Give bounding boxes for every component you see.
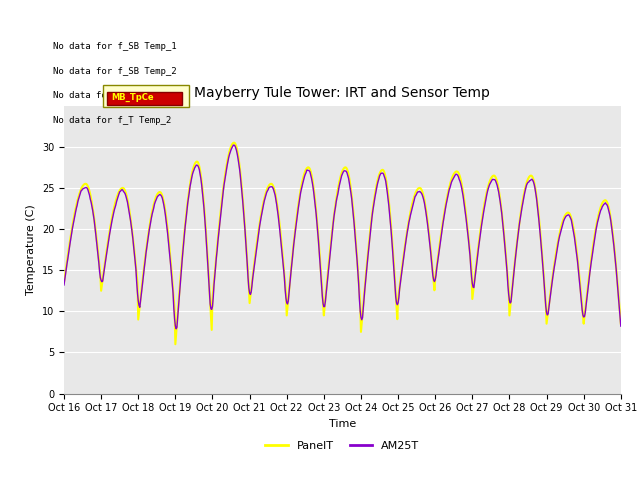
- FancyBboxPatch shape: [103, 85, 189, 107]
- Text: No data for f_T Temp_2: No data for f_T Temp_2: [53, 116, 171, 125]
- Title: Mayberry Tule Tower: IRT and Sensor Temp: Mayberry Tule Tower: IRT and Sensor Temp: [195, 86, 490, 100]
- Text: No data for f_SB Temp_2: No data for f_SB Temp_2: [53, 67, 177, 76]
- Y-axis label: Temperature (C): Temperature (C): [26, 204, 36, 295]
- Text: No data for f_T Temp_1: No data for f_T Temp_1: [53, 91, 171, 100]
- Text: No data for f_SB Temp_1: No data for f_SB Temp_1: [53, 42, 177, 51]
- Text: MB_TpCe: MB_TpCe: [111, 93, 154, 102]
- FancyBboxPatch shape: [108, 92, 182, 105]
- Legend: PanelT, AM25T: PanelT, AM25T: [261, 437, 424, 456]
- X-axis label: Time: Time: [329, 419, 356, 429]
